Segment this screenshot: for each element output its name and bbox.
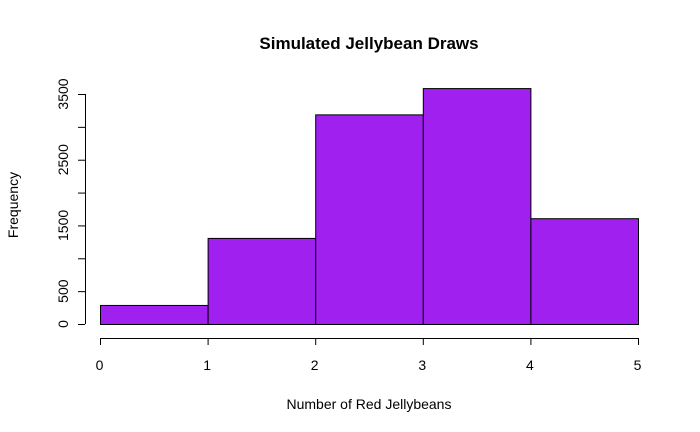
x-tick-label-0: 0 bbox=[96, 357, 104, 373]
bar-4 bbox=[530, 218, 640, 325]
bar-1 bbox=[207, 237, 317, 326]
y-tick-label-2: 1500 bbox=[55, 210, 71, 241]
x-axis: 0 1 2 3 4 5 bbox=[96, 338, 642, 373]
bars-group bbox=[100, 88, 640, 326]
x-tick-label-4: 4 bbox=[526, 357, 534, 373]
y-tick-label-3: 2500 bbox=[55, 144, 71, 175]
x-tick-label-1: 1 bbox=[203, 357, 211, 373]
bar-0 bbox=[100, 304, 209, 326]
y-tick-label-4: 3500 bbox=[55, 78, 71, 109]
y-axis: 0 500 1500 2500 3500 bbox=[55, 78, 86, 328]
bar-3 bbox=[422, 88, 532, 326]
bar-2 bbox=[315, 114, 424, 325]
x-tick-label-2: 2 bbox=[311, 357, 319, 373]
y-tick-label-0: 0 bbox=[55, 320, 71, 328]
x-tick-label-5: 5 bbox=[634, 357, 642, 373]
chart-title: Simulated Jellybean Draws bbox=[259, 34, 478, 53]
y-tick-label-1: 500 bbox=[55, 279, 71, 303]
y-axis-label: Frequency bbox=[5, 172, 21, 238]
x-axis-label: Number of Red Jellybeans bbox=[287, 396, 452, 412]
x-tick-label-3: 3 bbox=[418, 357, 426, 373]
